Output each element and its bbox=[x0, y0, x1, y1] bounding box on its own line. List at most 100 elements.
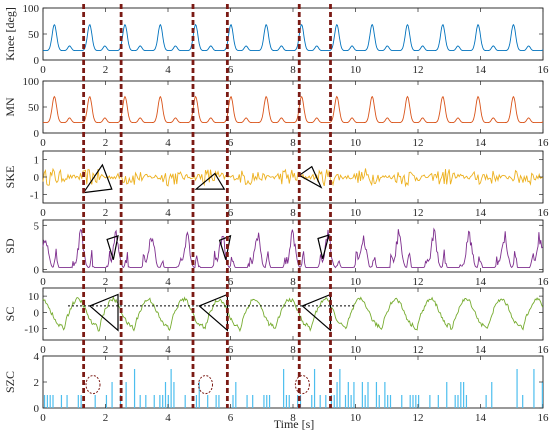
y-tick-label: 0 bbox=[34, 307, 40, 319]
x-tick-label: 10 bbox=[350, 344, 362, 356]
x-tick-label: 14 bbox=[475, 64, 487, 76]
x-tick-label: 4 bbox=[165, 64, 171, 76]
panel-mn: 0 50 100 0 2 4 6 8 10 12 14 16 MN bbox=[3, 76, 549, 149]
x-tick-label: 8 bbox=[290, 207, 296, 219]
x-tick-label: 8 bbox=[290, 276, 296, 288]
x-tick-label: 8 bbox=[290, 412, 296, 424]
y-tick-label: 1 bbox=[34, 155, 40, 167]
y-tick-label: 5 bbox=[34, 220, 40, 232]
y-tick-label: 0 bbox=[34, 264, 40, 276]
x-tick-label: 4 bbox=[165, 276, 171, 288]
x-tick-label: 14 bbox=[475, 207, 487, 219]
x-tick-label: 12 bbox=[413, 276, 424, 288]
x-tick-label: 10 bbox=[350, 276, 362, 288]
series-line-mn bbox=[43, 95, 544, 124]
y-tick-label: 0 bbox=[34, 172, 40, 184]
x-tick-label: 12 bbox=[413, 344, 424, 356]
y-tick-label: -1 bbox=[30, 189, 39, 201]
x-tick-label: 4 bbox=[165, 344, 171, 356]
x-tick-label: 0 bbox=[40, 64, 46, 76]
series-line-sd bbox=[42, 227, 543, 269]
x-tick-label: 0 bbox=[40, 344, 46, 356]
x-tick-label: 10 bbox=[350, 64, 362, 76]
x-tick-label: 6 bbox=[228, 64, 234, 76]
x-tick-label: 2 bbox=[103, 344, 109, 356]
y-tick-label: 10 bbox=[28, 291, 40, 303]
x-tick-label: 0 bbox=[40, 276, 46, 288]
x-tick-label: 12 bbox=[413, 137, 424, 149]
x-tick-label: 10 bbox=[350, 207, 362, 219]
y-axis-label: SKE bbox=[3, 166, 17, 189]
annotation-triangle bbox=[106, 235, 119, 260]
panel-knee: 0 50 100 0 2 4 6 8 10 12 14 16 Knee [deg] bbox=[3, 3, 549, 76]
y-tick-label: 50 bbox=[28, 102, 40, 114]
x-tick-label: 10 bbox=[350, 137, 362, 149]
y-tick-label: 0 bbox=[34, 55, 40, 67]
y-tick-label: 100 bbox=[23, 3, 40, 15]
x-tick-label: 12 bbox=[413, 64, 424, 76]
series-line-knee bbox=[43, 23, 544, 52]
y-tick-label: 50 bbox=[28, 29, 40, 41]
x-tick-label: 2 bbox=[103, 64, 109, 76]
x-tick-label: 14 bbox=[475, 276, 487, 288]
x-tick-label: 16 bbox=[538, 64, 550, 76]
annotation-triangle bbox=[82, 163, 113, 194]
x-tick-label: 2 bbox=[103, 207, 109, 219]
annotation-triangle bbox=[194, 172, 226, 190]
x-tick-label: 6 bbox=[228, 276, 234, 288]
x-tick-label: 6 bbox=[228, 412, 234, 424]
panel-frame bbox=[42, 80, 544, 134]
panel-sd: 0 5 0 2 4 6 8 10 12 14 16 SD bbox=[3, 219, 550, 288]
panel-szc: 0 2 4 0 2 4 6 8 10 12 14 16 SZC bbox=[3, 351, 549, 424]
y-tick-label: -10 bbox=[24, 324, 39, 336]
x-tick-label: 0 bbox=[40, 412, 46, 424]
annotation-circle bbox=[85, 375, 101, 395]
y-axis-label: SD bbox=[3, 238, 17, 254]
x-tick-label: 14 bbox=[475, 137, 487, 149]
annotation-circle bbox=[198, 375, 213, 395]
y-axis-label: Knee [deg] bbox=[3, 7, 17, 61]
x-tick-label: 0 bbox=[40, 207, 46, 219]
x-tick-label: 14 bbox=[475, 412, 487, 424]
event-lines-layer bbox=[82, 4, 332, 408]
x-tick-label: 6 bbox=[228, 207, 234, 219]
x-tick-label: 4 bbox=[165, 412, 171, 424]
x-tick-label: 16 bbox=[538, 412, 550, 424]
x-tick-label: 2 bbox=[103, 276, 109, 288]
x-tick-label: 12 bbox=[413, 207, 424, 219]
y-tick-label: 100 bbox=[23, 76, 40, 88]
x-tick-label: 8 bbox=[290, 64, 296, 76]
x-tick-label: 10 bbox=[350, 412, 362, 424]
x-tick-label: 0 bbox=[40, 137, 46, 149]
panel-frame bbox=[42, 219, 544, 273]
y-axis-label: SC bbox=[3, 307, 17, 322]
x-tick-label: 2 bbox=[103, 412, 109, 424]
x-tick-label: 6 bbox=[228, 137, 234, 149]
y-tick-label: 2 bbox=[34, 377, 40, 389]
x-tick-label: 14 bbox=[475, 344, 487, 356]
x-tick-label: 4 bbox=[165, 137, 171, 149]
panel-frame bbox=[42, 7, 544, 61]
series-line-sc bbox=[42, 295, 544, 333]
annotation-circle bbox=[294, 375, 310, 395]
x-tick-label: 8 bbox=[290, 344, 296, 356]
panel-frame bbox=[42, 287, 544, 341]
annotation-triangle bbox=[88, 293, 119, 332]
y-tick-label: 0 bbox=[34, 403, 40, 415]
x-tick-label: 16 bbox=[538, 276, 550, 288]
annotation-triangle bbox=[298, 165, 323, 189]
y-tick-label: 0 bbox=[34, 128, 40, 140]
x-tick-label: 12 bbox=[413, 412, 424, 424]
x-tick-label: 16 bbox=[538, 344, 550, 356]
y-axis-label: MN bbox=[3, 97, 17, 117]
y-tick-label: 4 bbox=[34, 351, 40, 363]
x-tick-label: 6 bbox=[228, 344, 234, 356]
y-axis-label: SZC bbox=[3, 371, 17, 393]
panel-frame bbox=[42, 355, 544, 409]
x-tick-label: 16 bbox=[538, 137, 550, 149]
x-axis-label: Time [s] bbox=[274, 417, 315, 431]
